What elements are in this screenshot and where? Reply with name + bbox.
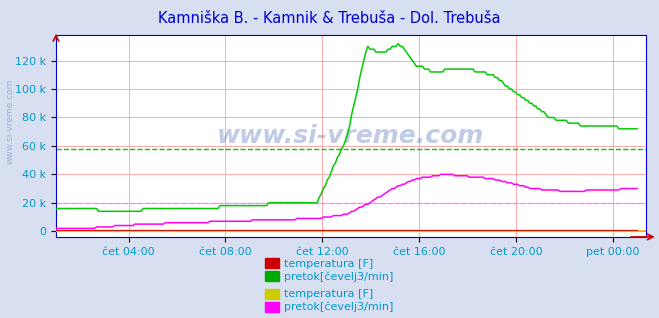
Text: www.si-vreme.com: www.si-vreme.com: [5, 78, 14, 163]
Legend: temperatura [F], pretok[čevelj3/min]: temperatura [F], pretok[čevelj3/min]: [266, 259, 393, 282]
Legend: temperatura [F], pretok[čevelj3/min]: temperatura [F], pretok[čevelj3/min]: [266, 289, 393, 313]
Text: Kamniška B. - Kamnik & Trebuša - Dol. Trebuša: Kamniška B. - Kamnik & Trebuša - Dol. Tr…: [158, 11, 501, 26]
Text: www.si-vreme.com: www.si-vreme.com: [217, 124, 484, 148]
